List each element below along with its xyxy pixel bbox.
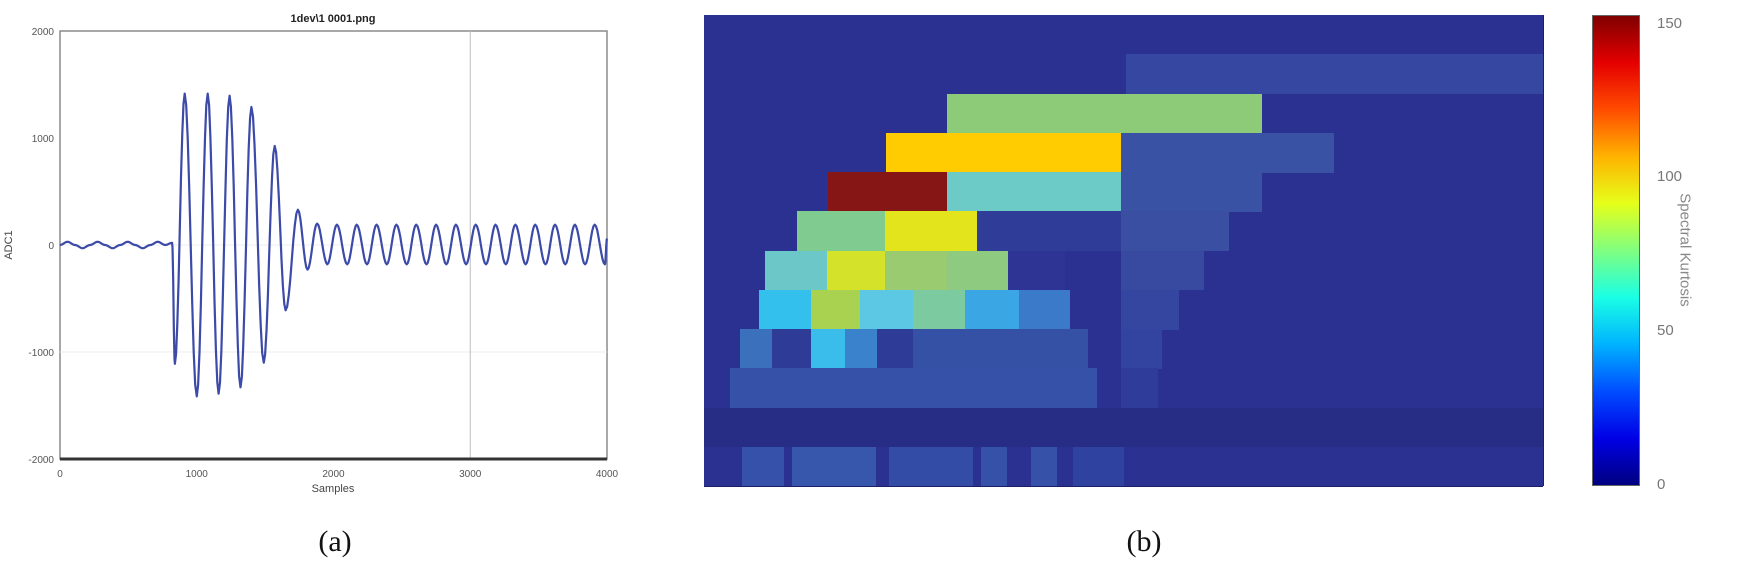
y-tick-label: 1000: [32, 134, 55, 145]
heatmap-cell: [1120, 172, 1263, 212]
heatmap-cell: [740, 329, 773, 369]
colorbar-tick-100: 100: [1657, 168, 1683, 185]
x-tick-label: 2000: [322, 469, 345, 480]
line-chart-svg: 1dev\1 0001.png 2000 1000 0 -1000 -2000 0 100…: [3, 13, 619, 495]
caption-b: (b): [1126, 525, 1162, 558]
colorbar: [1592, 15, 1640, 486]
heatmap-cell: [1120, 211, 1229, 251]
x-axis-title: Samples: [312, 483, 355, 495]
chart-title: 1dev\1 0001.png: [291, 13, 376, 25]
heatmap-cell: [1120, 289, 1179, 330]
heatmap-cell: [1120, 368, 1158, 408]
y-tick-label: -2000: [28, 455, 54, 466]
colorbar-title: Spectral Kurtosis: [1676, 193, 1694, 307]
y-tick-label: 2000: [32, 27, 55, 38]
colorbar-tick-150: 150: [1657, 15, 1683, 32]
heatmap-cell: [964, 289, 1020, 330]
heatmap-cell: [827, 250, 886, 291]
heatmap-cell: [844, 329, 878, 369]
x-tick-label: 1000: [186, 469, 209, 480]
heatmap-cell: [811, 329, 846, 369]
heatmap-cell: [886, 132, 1122, 173]
caption-a: (a): [318, 525, 352, 558]
heatmap-cell: [704, 407, 1543, 448]
x-tick-label: 3000: [459, 469, 482, 480]
heatmap-cell: [947, 250, 1009, 291]
heatmap-cell: [1126, 54, 1543, 94]
heatmap-cell: [758, 289, 812, 330]
heatmap-cell: [811, 289, 861, 330]
heatmap-cell: [1120, 132, 1334, 173]
heatmap-cell: [792, 446, 877, 486]
heatmap-cell: [976, 211, 1122, 251]
heatmap-cell: [888, 446, 973, 486]
heatmap-cell: [1007, 250, 1066, 291]
x-tick-labels: 0 1000 2000 3000 4000: [57, 469, 618, 480]
heatmap-cell: [1031, 446, 1057, 486]
heatmap-cell: [1073, 446, 1124, 486]
panel-a-line-chart: 1dev\1 0001.png 2000 1000 0 -1000 -2000 0 100…: [0, 0, 640, 568]
x-tick-label: 4000: [596, 469, 619, 480]
y-axis-title: ADC1: [3, 230, 15, 259]
heatmap-cell: [771, 329, 812, 369]
y-tick-label: -1000: [28, 348, 54, 359]
heatmap-cell: [1120, 250, 1204, 291]
x-tick-label: 0: [57, 469, 63, 480]
heatmap-cell: [947, 93, 1263, 134]
colorbar-tick-50: 50: [1657, 322, 1674, 339]
heatmap-cell: [876, 329, 914, 369]
heatmap-cell: [765, 250, 828, 291]
adc1-signal-line: [59, 92, 609, 398]
heatmap-cell: [1018, 289, 1071, 330]
heatmap-cell: [741, 446, 785, 486]
heatmap-cell: [1120, 329, 1162, 369]
heatmap-cell: [885, 211, 978, 251]
colorbar-tick-0: 0: [1657, 476, 1666, 493]
heatmap-cell: [730, 368, 1098, 408]
heatmap-cell: [912, 329, 1088, 369]
heatmap-cell: [797, 211, 886, 251]
y-tick-label: 0: [48, 241, 54, 252]
heatmap-cell: [980, 446, 1007, 486]
spectral-kurtosis-heatmap: [704, 15, 1543, 486]
heatmap-cell: [885, 250, 948, 291]
heatmap-cell: [912, 289, 966, 330]
y-tick-labels: 2000 1000 0 -1000 -2000: [28, 27, 54, 466]
heatmap-cell: [947, 172, 1122, 212]
heatmap-cell: [860, 289, 914, 330]
heatmap-cell: [828, 172, 948, 212]
